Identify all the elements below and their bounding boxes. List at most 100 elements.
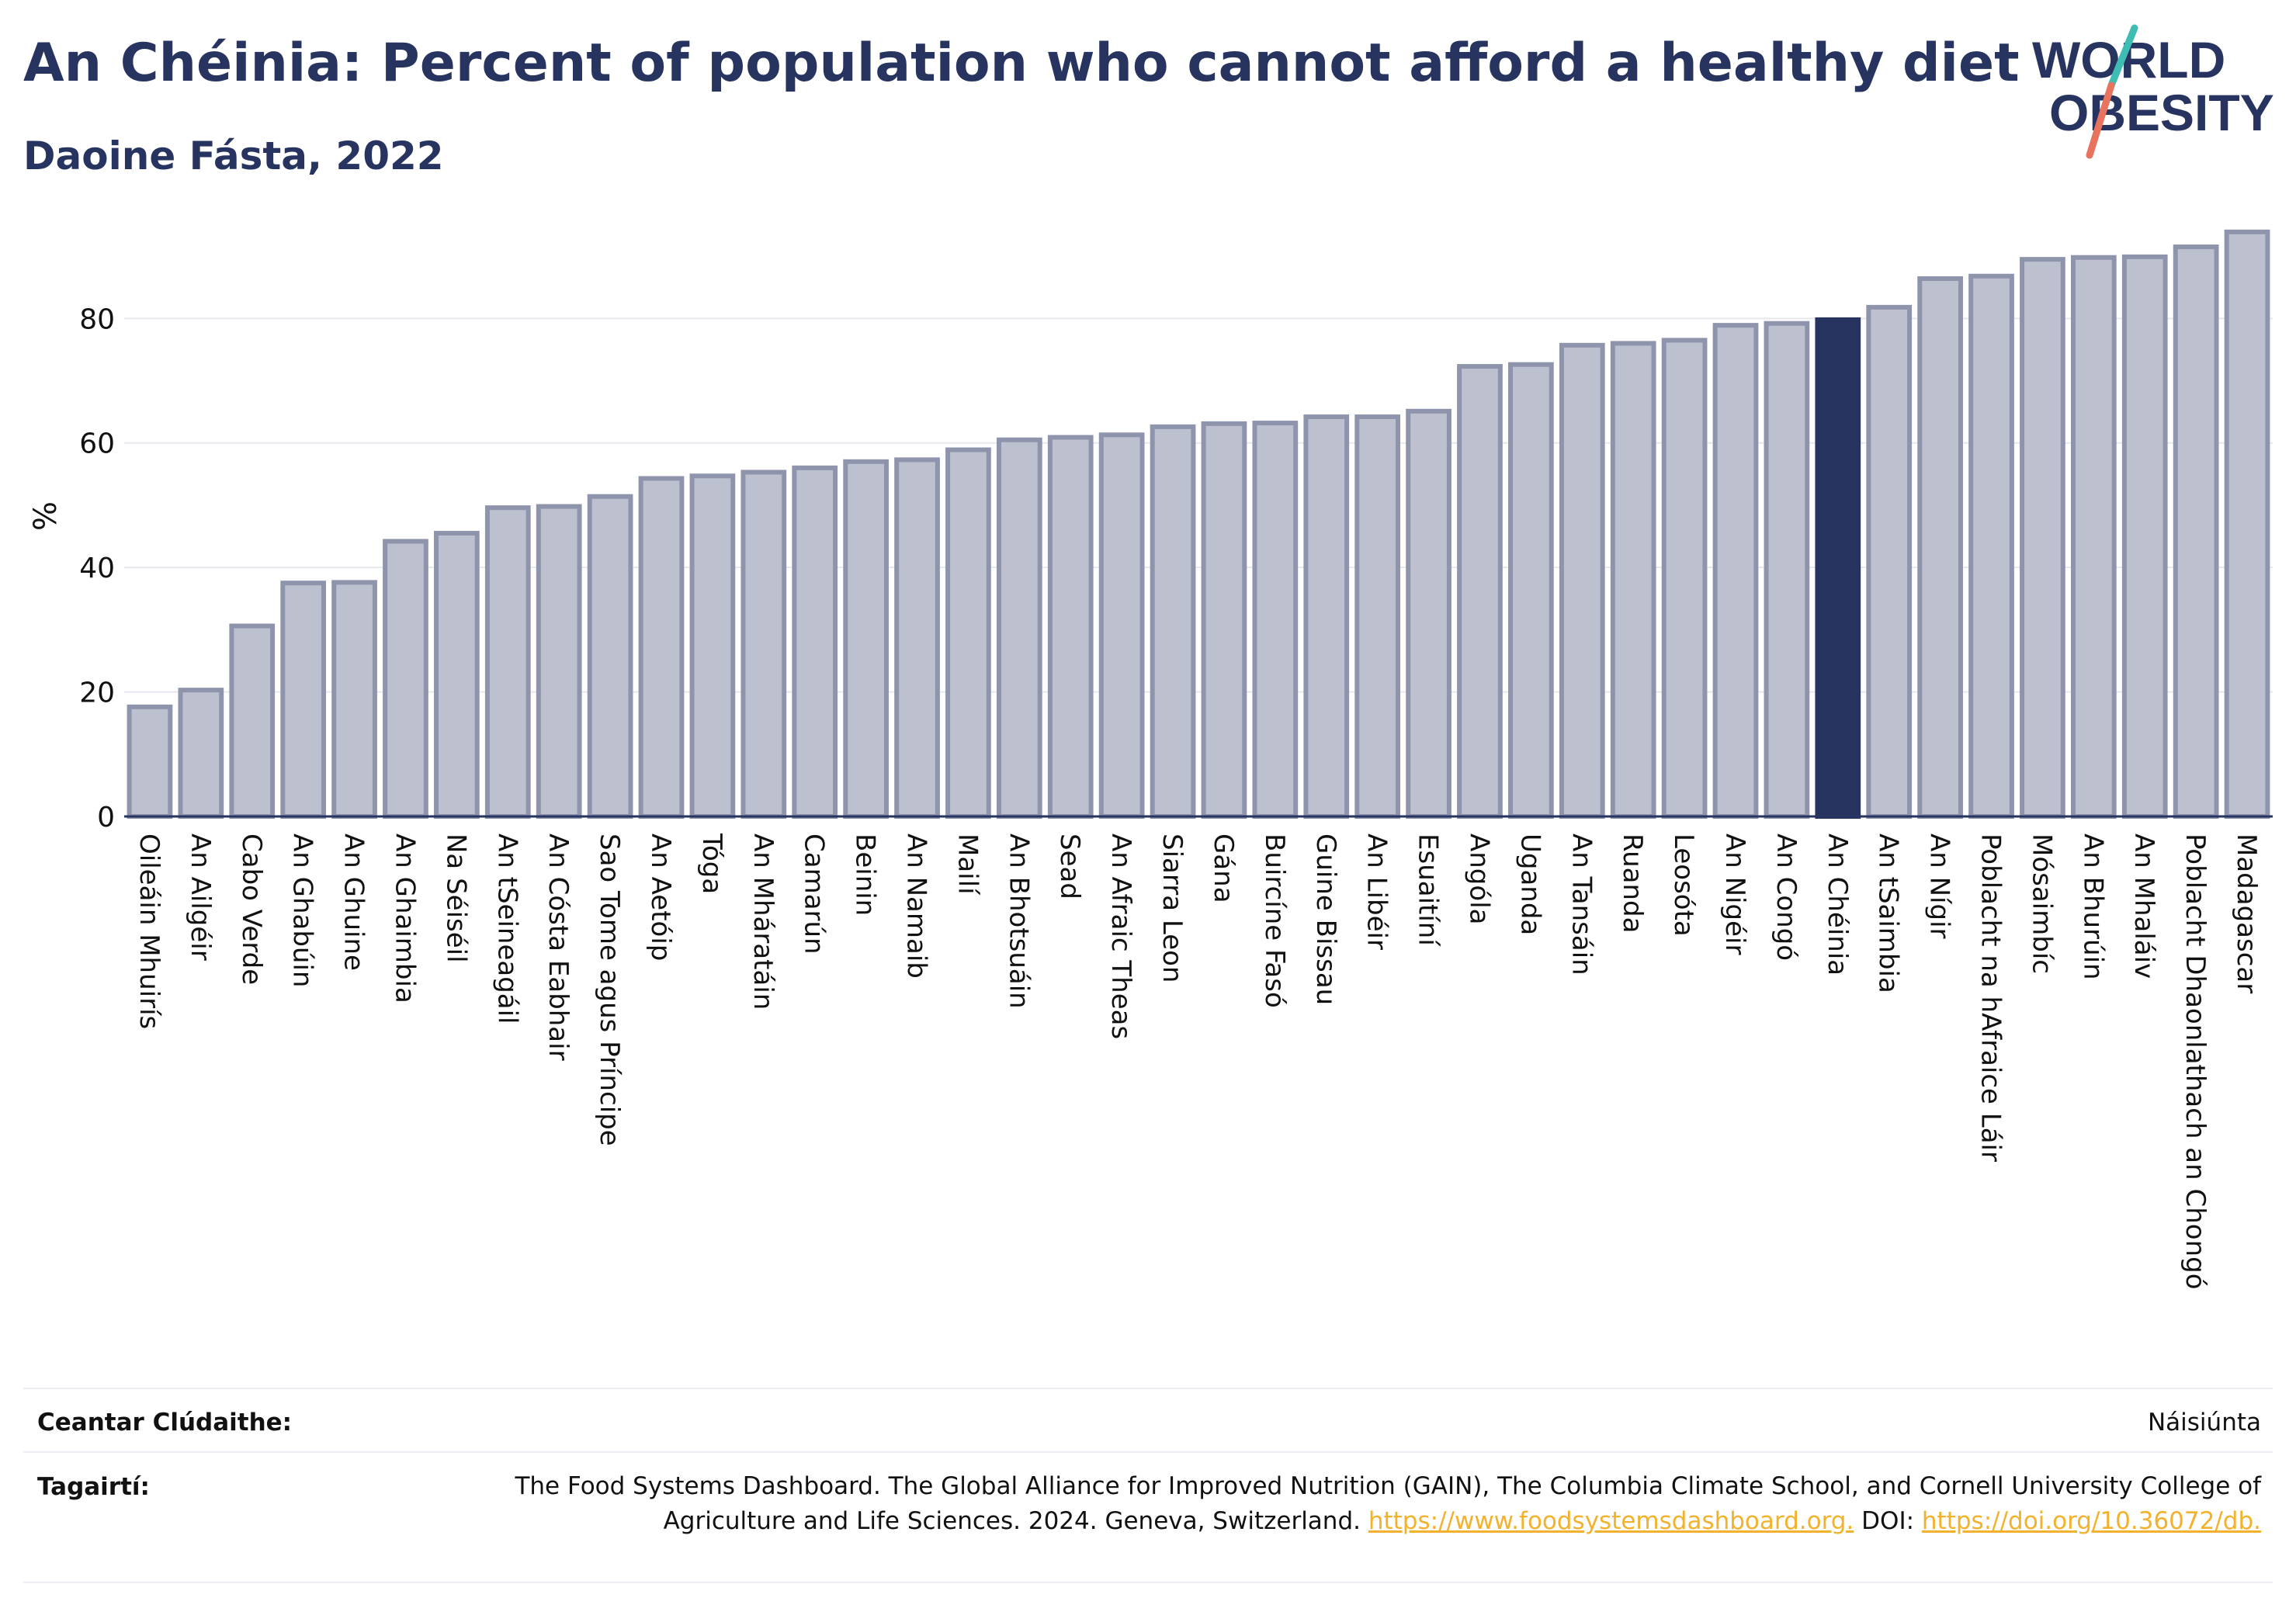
x-tick-label: An Ghaimbia bbox=[389, 834, 420, 1003]
y-tick-label: 20 bbox=[79, 678, 115, 709]
x-tick-label: An Mháratáin bbox=[747, 834, 779, 1010]
y-tick-label: 60 bbox=[79, 428, 115, 460]
x-tick-label: Oileáin Mhuirís bbox=[134, 834, 165, 1029]
x-tick-label: Poblacht na hAfraice Láir bbox=[1975, 834, 2006, 1162]
references-body: The Food Systems Dashboard. The Global A… bbox=[515, 1472, 2261, 1535]
x-tick-label: An Bhotsuáin bbox=[1003, 834, 1034, 1009]
x-tick-label: Cabo Verde bbox=[236, 834, 267, 985]
bar bbox=[127, 704, 173, 819]
bar bbox=[434, 531, 480, 819]
x-tick-label: An Nígir bbox=[1924, 834, 1955, 939]
x-tick-label: Siarra Leon bbox=[1157, 834, 1188, 983]
bar bbox=[843, 459, 889, 819]
bar bbox=[2020, 257, 2065, 819]
bar bbox=[2121, 254, 2168, 820]
x-tick-label: Beinin bbox=[850, 834, 881, 916]
y-tick-label: 80 bbox=[79, 303, 115, 335]
chart-subtitle: Daoine Fásta, 2022 bbox=[23, 133, 444, 178]
bars bbox=[124, 229, 2273, 820]
bar bbox=[1098, 432, 1145, 819]
x-tick-label: Ruanda bbox=[1617, 834, 1648, 933]
references-doi-label: DOI: bbox=[1854, 1507, 1922, 1535]
bar bbox=[1610, 341, 1656, 819]
bar bbox=[1559, 342, 1605, 819]
bar bbox=[536, 504, 582, 819]
bar bbox=[229, 623, 276, 819]
x-tick-label: Na Séiséil bbox=[440, 834, 471, 963]
bar bbox=[1150, 424, 1196, 819]
bar bbox=[1252, 421, 1299, 819]
x-tick-label: Poblacht Dhaonlathach an Chongó bbox=[2180, 834, 2211, 1290]
x-tick-label: An Tansáin bbox=[1566, 834, 1597, 976]
bar bbox=[1661, 338, 1708, 819]
coverage-label: Ceantar Clúdaithe: bbox=[37, 1409, 293, 1437]
bar bbox=[1303, 414, 1350, 819]
references-link-dashboard[interactable]: https://www.foodsystemsdashboard.org. bbox=[1368, 1507, 1854, 1535]
bar bbox=[740, 470, 787, 819]
y-tick-labels: 0 20 40 60 80 bbox=[79, 303, 115, 834]
bar bbox=[792, 465, 838, 819]
bar bbox=[689, 473, 736, 819]
references-link-doi[interactable]: https://doi.org/10.36072/db. bbox=[1921, 1507, 2261, 1535]
footer-divider-bottom bbox=[23, 1582, 2273, 1583]
x-tick-label: Sao Tome agus Príncipe bbox=[594, 834, 625, 1146]
x-tick-label: Esuaitíní bbox=[1413, 834, 1444, 947]
bar bbox=[1457, 364, 1503, 819]
x-tick-label: An Cósta Eabhair bbox=[543, 834, 574, 1061]
bar bbox=[587, 494, 633, 819]
bar bbox=[1764, 321, 1810, 820]
bar bbox=[996, 437, 1042, 819]
bar bbox=[1354, 414, 1401, 819]
bar bbox=[280, 581, 327, 819]
x-tick-label: An Libéir bbox=[1361, 834, 1393, 950]
x-tick-labels: Oileáin Mhuirís An Ailgéir Cabo Verde An Gh… bbox=[134, 833, 2262, 1290]
x-tick-label: Tóga bbox=[696, 833, 727, 894]
x-tick-label: An Ghabúin bbox=[287, 834, 318, 987]
bar bbox=[484, 505, 531, 819]
x-tick-label: An Aetóip bbox=[645, 834, 676, 961]
y-tick-label: 40 bbox=[79, 553, 115, 584]
x-tick-label: An Bhurúin bbox=[2077, 834, 2108, 980]
bar bbox=[2070, 255, 2117, 819]
footer-divider-top bbox=[23, 1388, 2273, 1389]
x-tick-label: Guine Bissau bbox=[1310, 834, 1341, 1005]
bar bbox=[1406, 408, 1451, 819]
bar bbox=[2224, 229, 2270, 819]
x-tick-label: Mósaimbíc bbox=[2026, 834, 2057, 974]
x-tick-label: Buircíne Fasó bbox=[1259, 834, 1290, 1008]
y-tick-label: 0 bbox=[97, 802, 115, 834]
x-tick-label: An Chéinia bbox=[1822, 834, 1853, 976]
bar bbox=[1508, 362, 1554, 819]
x-tick-label: Gána bbox=[1208, 834, 1239, 903]
references-text: The Food Systems Dashboard. The Global A… bbox=[437, 1469, 2261, 1539]
bar bbox=[2173, 244, 2219, 819]
references-label: Tagairtí: bbox=[37, 1473, 150, 1501]
x-tick-label: An Congó bbox=[1771, 834, 1802, 961]
x-tick-label: Madagascar bbox=[2231, 834, 2262, 993]
bar-chart: 0 20 40 60 80 Oileáin Mhuirís An Ailgéir Cabo … bbox=[28, 229, 2273, 1290]
x-tick-label: An tSaimbia bbox=[1873, 834, 1904, 993]
footer-divider-mid bbox=[23, 1451, 2273, 1453]
bar bbox=[331, 580, 377, 820]
x-tick-label: An Ghuine bbox=[338, 834, 369, 971]
bar-highlighted bbox=[1815, 317, 1861, 820]
bar bbox=[178, 688, 224, 819]
bar bbox=[383, 539, 428, 819]
x-tick-label: An Afraic Theas bbox=[1105, 834, 1136, 1039]
x-tick-label: Angóla bbox=[1463, 834, 1494, 924]
bar bbox=[638, 476, 685, 819]
x-tick-label: Uganda bbox=[1514, 834, 1545, 935]
bar bbox=[1047, 435, 1094, 819]
x-tick-label: Mailí bbox=[952, 834, 983, 896]
world-obesity-logo: WORLD OBESITY bbox=[2032, 24, 2274, 159]
bar bbox=[1201, 421, 1247, 819]
x-tick-label: Sead bbox=[1054, 834, 1085, 899]
coverage-value: Náisiúnta bbox=[2147, 1409, 2261, 1437]
chart-title: An Chéinia: Percent of population who ca… bbox=[23, 33, 2020, 94]
bar bbox=[894, 457, 940, 819]
bar bbox=[1917, 276, 1963, 819]
x-tick-label: An Ailgéir bbox=[185, 834, 216, 961]
x-tick-label: An Nigéir bbox=[1719, 834, 1750, 955]
bar bbox=[1866, 304, 1913, 820]
bar bbox=[1968, 273, 2014, 819]
